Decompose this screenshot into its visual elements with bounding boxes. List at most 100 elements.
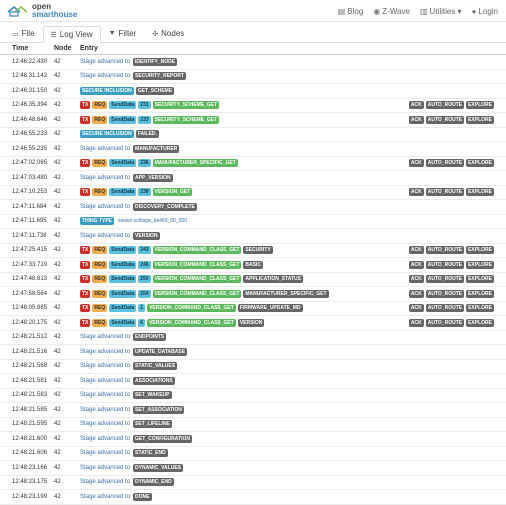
log-entry: Stage advanced to DYNAMIC_VALUES xyxy=(80,463,506,472)
log-row[interactable]: 12:46:55.233 42 SECURE INCLUSION FAILED. xyxy=(0,128,506,142)
log-row[interactable]: 12:48:23.166 42 Stage advanced to DYNAMIC_V… xyxy=(0,461,506,476)
tx-badge: TX xyxy=(80,159,91,168)
nav-login[interactable]: ● Login xyxy=(472,7,498,16)
callback-id-badge: 238 xyxy=(138,188,151,197)
log-row[interactable]: 12:48:23.175 42 Stage advanced to DYNAMIC_E… xyxy=(0,476,506,490)
column-time[interactable]: Time xyxy=(12,45,29,52)
req-badge: REQ xyxy=(92,159,108,168)
column-entry[interactable]: Entry xyxy=(80,45,98,52)
log-row[interactable]: 12:48:21.600 42 Stage advanced to GET_CONFI… xyxy=(0,432,506,447)
command-class-badge: FIRMWARE_UPDATE_MD xyxy=(237,304,303,313)
log-entry: TX REQ SendData 1 VERSION_COMMAND_CLASS_GET F… xyxy=(80,304,506,313)
log-entry: TX REQ SendData 231 SECURITY_SCHEME_GET xyxy=(80,101,506,110)
log-node: 42 xyxy=(54,189,61,196)
log-row[interactable]: 12:46:48.646 42 TX REQ SendData 233 SECURITY_S… xyxy=(0,113,506,128)
stage-label: Stage advanced to xyxy=(80,73,131,80)
nav-utilities[interactable]: ▥ Utilities ▾ xyxy=(420,7,462,16)
list-icon: ☰ xyxy=(50,31,57,39)
column-node[interactable]: Node xyxy=(54,45,72,52)
thing-type-value: zwave:schlage_be469_00_000 xyxy=(118,218,187,225)
tab-filter[interactable]: ▼ Filter xyxy=(101,25,145,42)
log-row[interactable]: 12:48:21.568 42 Stage advanced to STATIC_VA… xyxy=(0,360,506,374)
nav-zwave[interactable]: ◉ Z-Wave xyxy=(373,7,410,16)
senddata-badge: SendData xyxy=(109,260,137,269)
command-badge: VERSION_COMMAND_CLASS_GET xyxy=(152,275,242,284)
log-time: 12:48:21.512 xyxy=(12,334,48,341)
tab-nodes[interactable]: ✣ Nodes xyxy=(144,25,192,42)
log-row[interactable]: 12:47:11.684 42 Stage advanced to DISCOVERY… xyxy=(0,200,506,215)
brand-line2: smarthouse xyxy=(32,9,78,19)
log-node: 42 xyxy=(54,334,61,341)
req-badge: REQ xyxy=(92,115,108,124)
log-row[interactable]: 12:47:03.480 42 Stage advanced to APP_VERSI… xyxy=(0,171,506,186)
chart-icon: ▥ xyxy=(419,6,428,16)
log-time: 12:48:23.199 xyxy=(12,493,48,500)
callback-id-badge: 250 xyxy=(138,275,151,284)
log-row[interactable]: 12:48:20.175 42 TX REQ SendData 6 VERSION_COMM… xyxy=(0,316,506,331)
log-node: 42 xyxy=(54,363,61,370)
explore-badge: EXPLORE xyxy=(466,101,494,110)
nav-utilities-label: Utilities ▾ xyxy=(429,6,462,16)
transmit-options: ACK AUTO_ROUTE EXPLORE xyxy=(408,289,494,298)
log-row[interactable]: 12:48:21.595 42 Stage advanced to SET_LIFEL… xyxy=(0,418,506,432)
explore-badge: EXPLORE xyxy=(466,289,494,298)
log-time: 12:47:03.480 xyxy=(12,174,48,181)
log-row[interactable]: 12:47:11.695 42 THING TYPE zwave:schlage_be… xyxy=(0,215,506,229)
folder-icon: ▭ xyxy=(12,30,19,38)
log-entry: Stage advanced to GET_CONFIGURATION xyxy=(80,434,506,443)
command-badge: VERSION_COMMAND_CLASS_GET xyxy=(147,318,236,327)
log-row[interactable]: 12:46:31.150 42 SECURE INCLUSION GET_SCHEME xyxy=(0,84,506,99)
log-entry: Stage advanced to DONE xyxy=(80,492,506,501)
log-row[interactable]: 12:46:22.430 42 Stage advanced to IDENTIFY_… xyxy=(0,55,506,70)
log-row[interactable]: 12:48:21.581 42 Stage advanced to ASSOCIATI… xyxy=(0,374,506,389)
nav-blog[interactable]: ▤ Blog xyxy=(338,7,364,16)
log-row[interactable]: 12:47:10.253 42 TX REQ SendData 238 VERSION_GE… xyxy=(0,186,506,200)
stage-label: Stage advanced to xyxy=(80,479,131,486)
log-row[interactable]: 12:46:55.235 42 Stage advanced to MANUFACTU… xyxy=(0,142,506,157)
zwave-icon: ◉ xyxy=(373,6,381,16)
log-entry: TX REQ SendData 243 VERSION_COMMAND_CLASS_GE… xyxy=(80,246,506,255)
log-row[interactable]: 12:48:21.583 42 Stage advanced to SET_WAKEU… xyxy=(0,389,506,403)
transmit-options: ACK AUTO_ROUTE EXPLORE xyxy=(408,188,494,197)
command-badge: VERSION_COMMAND_CLASS_GET xyxy=(147,304,236,313)
ack-badge: ACK xyxy=(408,159,424,168)
log-row[interactable]: 12:48:05.885 42 TX REQ SendData 1 VERSION_COMM… xyxy=(0,302,506,316)
stage-label: Stage advanced to xyxy=(80,334,131,341)
log-row[interactable]: 12:48:21.585 42 Stage advanced to SET_ASSOC… xyxy=(0,403,506,418)
log-row[interactable]: 12:47:11.738 42 Stage advanced to VERSION xyxy=(0,229,506,244)
stage-value-badge: ASSOCIATIONS xyxy=(133,376,175,385)
brand-logo[interactable]: open smarthouse xyxy=(6,2,78,19)
log-node: 42 xyxy=(54,131,61,138)
log-row[interactable]: 12:47:58.564 42 TX REQ SendData 254 VERSION_CO… xyxy=(0,287,506,302)
log-row[interactable]: 12:46:31.142 42 Stage advanced to SECURITY_… xyxy=(0,70,506,84)
log-row[interactable]: 12:47:25.415 42 TX REQ SendData 243 VERSION_CO… xyxy=(0,244,506,258)
log-time: 12:48:23.166 xyxy=(12,464,48,471)
log-entry: SECURE INCLUSION GET_SCHEME xyxy=(80,86,506,95)
log-row[interactable]: 12:48:21.516 42 Stage advanced to UPDATE_DA… xyxy=(0,345,506,360)
log-entry: Stage advanced to SET_LIFELINE xyxy=(80,420,506,429)
log-row[interactable]: 12:46:35.394 42 TX REQ SendData 231 SECURITY_S… xyxy=(0,99,506,113)
ack-badge: ACK xyxy=(408,304,424,313)
log-entry: Stage advanced to ENDPOINTS xyxy=(80,333,506,342)
log-row[interactable]: 12:48:21.606 42 Stage advanced to STATIC_EN… xyxy=(0,447,506,461)
log-row[interactable]: 12:47:33.719 42 TX REQ SendData 246 VERSION_CO… xyxy=(0,258,506,273)
transmit-options: ACK AUTO_ROUTE EXPLORE xyxy=(408,159,494,168)
ack-badge: ACK xyxy=(408,115,424,124)
log-entry: Stage advanced to VERSION xyxy=(80,231,506,240)
log-row[interactable]: 12:48:23.199 42 Stage advanced to DONE xyxy=(0,490,506,505)
log-entry: Stage advanced to IDENTIFY_NODE xyxy=(80,57,506,66)
tab-file[interactable]: ▭ File xyxy=(4,25,43,42)
senddata-badge: SendData xyxy=(109,289,137,298)
log-entry: TX REQ SendData 238 VERSION_GET xyxy=(80,188,506,197)
log-time: 12:46:55.235 xyxy=(12,145,48,152)
auto-route-badge: AUTO_ROUTE xyxy=(425,304,465,313)
log-row[interactable]: 12:48:21.512 42 Stage advanced to ENDPOINTS xyxy=(0,331,506,345)
log-row[interactable]: 12:47:48.613 42 TX REQ SendData 250 VERSION_CO… xyxy=(0,273,506,287)
log-entry: TX REQ SendData 6 VERSION_COMMAND_CLASS_GET V… xyxy=(80,318,506,327)
log-row[interactable]: 12:47:02.085 42 TX REQ SendData 236 MANUFACTUR… xyxy=(0,157,506,171)
log-time: 12:48:05.885 xyxy=(12,305,48,312)
tab-log-view[interactable]: ☰ Log View xyxy=(42,26,101,43)
stage-label: Stage advanced to xyxy=(80,203,131,210)
command-badge: VERSION_COMMAND_CLASS_GET xyxy=(152,246,242,255)
explore-badge: EXPLORE xyxy=(466,260,494,269)
